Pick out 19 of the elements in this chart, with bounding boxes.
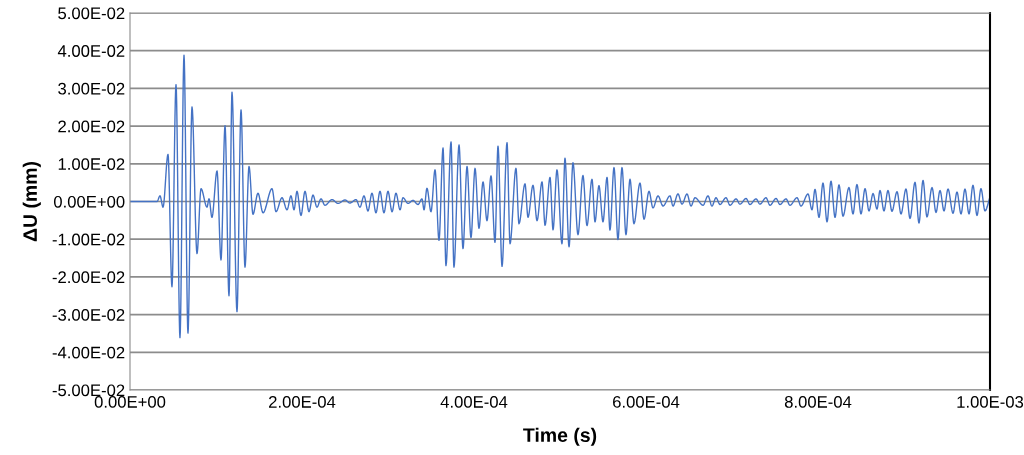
x-axis-title: Time (s)	[523, 427, 597, 446]
y-tick-label: 2.00E-02	[58, 120, 125, 133]
x-tick-label: 0.00E+00	[94, 396, 166, 408]
y-axis-title: ΔU (mm)	[22, 161, 41, 242]
y-tick-label: 1.00E-02	[58, 158, 125, 170]
x-tick-label: 2.00E-04	[269, 396, 336, 408]
y-tick-label: 0.00E+00	[53, 195, 125, 208]
x-tick-label: 8.00E-04	[784, 396, 852, 408]
y-tick-label: 5.00E-02	[58, 7, 125, 20]
y-tick-label: -4.00E-02	[52, 346, 125, 359]
y-tick-label: -2.00E-02	[52, 271, 125, 284]
y-tick-label: -3.00E-02	[52, 309, 125, 321]
x-tick-label: 6.00E-04	[613, 396, 680, 408]
x-tick-label: 4.00E-04	[440, 396, 508, 408]
y-tick-label: -5.00E-02	[52, 384, 125, 397]
x-tick-label: 1.00E-03	[957, 396, 1024, 408]
y-tick-label: -1.00E-02	[52, 233, 125, 246]
y-tick-label: 3.00E-02	[58, 82, 125, 95]
y-tick-label: 4.00E-02	[57, 45, 125, 57]
